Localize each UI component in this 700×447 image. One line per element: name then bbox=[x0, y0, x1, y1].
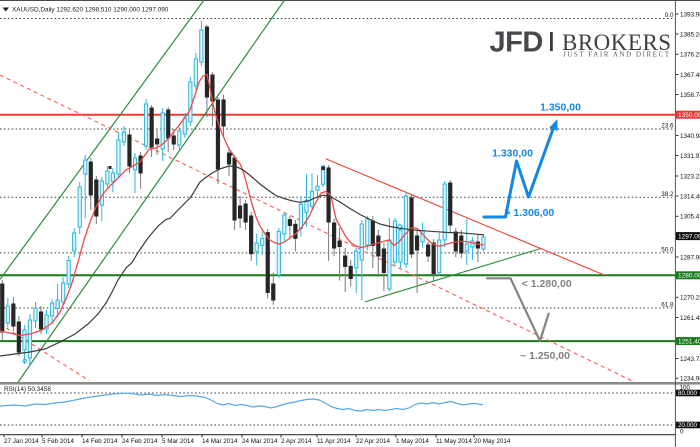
svg-text:2 Apr 2014: 2 Apr 2014 bbox=[281, 438, 312, 445]
svg-text:11 May 2014: 11 May 2014 bbox=[436, 438, 472, 445]
svg-text:BROKERS: BROKERS bbox=[562, 30, 672, 55]
svg-text:11 Apr 2014: 11 Apr 2014 bbox=[317, 438, 351, 445]
svg-text:14 Mar 2014: 14 Mar 2014 bbox=[202, 438, 238, 445]
svg-text:1358.74: 1358.74 bbox=[680, 92, 700, 99]
svg-text:1376.23: 1376.23 bbox=[680, 52, 700, 59]
svg-text:24 Feb 2014: 24 Feb 2014 bbox=[122, 438, 158, 445]
svg-text:1.350,00: 1.350,00 bbox=[540, 102, 581, 114]
svg-text:XAUUSD,Daily 1292.620 1298.51: XAUUSD,Daily 1292.620 1298.510 1290.000 … bbox=[12, 7, 169, 14]
svg-text:1234.98: 1234.98 bbox=[680, 376, 700, 383]
svg-text:JUST FAIR AND DIRECT: JUST FAIR AND DIRECT bbox=[563, 50, 671, 58]
svg-text:22 Apr 2014: 22 Apr 2014 bbox=[356, 438, 390, 445]
svg-text:1323.23: 1323.23 bbox=[680, 173, 700, 180]
svg-text:1305.47: 1305.47 bbox=[680, 214, 700, 221]
svg-text:~ 1.250,00: ~ 1.250,00 bbox=[520, 350, 570, 362]
svg-text:1331.97: 1331.97 bbox=[680, 153, 700, 160]
svg-text:38.2: 38.2 bbox=[661, 191, 674, 198]
svg-text:100: 100 bbox=[680, 385, 691, 392]
svg-text:1270.23: 1270.23 bbox=[680, 295, 700, 302]
svg-text:50.0: 50.0 bbox=[661, 246, 674, 253]
svg-text:1243.73: 1243.73 bbox=[680, 356, 700, 363]
svg-text:0: 0 bbox=[680, 429, 684, 436]
svg-text:1393.98: 1393.98 bbox=[680, 11, 700, 18]
svg-text:1385.24: 1385.24 bbox=[680, 31, 700, 38]
svg-text:20 May 2014: 20 May 2014 bbox=[474, 438, 511, 445]
svg-text:1261.48: 1261.48 bbox=[680, 315, 700, 322]
svg-text:5 Mar 2014: 5 Mar 2014 bbox=[162, 438, 194, 445]
svg-text:5 Feb 2014: 5 Feb 2014 bbox=[42, 438, 74, 445]
svg-text:1350.00: 1350.00 bbox=[678, 112, 700, 119]
svg-text:1340.98: 1340.98 bbox=[680, 133, 700, 140]
svg-text:RSI(14) 50.3458: RSI(14) 50.3458 bbox=[4, 386, 51, 393]
svg-text:24 Mar 2014: 24 Mar 2014 bbox=[242, 438, 278, 445]
svg-text:23.6: 23.6 bbox=[661, 123, 674, 130]
svg-text:61.8: 61.8 bbox=[661, 302, 674, 309]
svg-text:80.000: 80.000 bbox=[678, 390, 697, 397]
svg-text:20.000: 20.000 bbox=[678, 422, 697, 429]
svg-text:JFD: JFD bbox=[490, 27, 543, 59]
svg-text:14 Feb 2014: 14 Feb 2014 bbox=[82, 438, 118, 445]
svg-text:1251.40: 1251.40 bbox=[678, 338, 700, 345]
svg-text:1 May 2014: 1 May 2014 bbox=[396, 438, 429, 445]
svg-text:1280.00: 1280.00 bbox=[678, 273, 700, 280]
svg-text:0.0: 0.0 bbox=[665, 12, 674, 19]
svg-text:1.330,00: 1.330,00 bbox=[492, 148, 533, 160]
svg-text:1367.48: 1367.48 bbox=[680, 72, 700, 79]
svg-text:1297.09: 1297.09 bbox=[678, 233, 700, 240]
svg-text:< 1.280,00: < 1.280,00 bbox=[522, 278, 572, 290]
svg-text:27 Jan 2014: 27 Jan 2014 bbox=[4, 438, 39, 445]
svg-text:1287.98: 1287.98 bbox=[680, 254, 700, 261]
svg-text:1314.48: 1314.48 bbox=[680, 193, 700, 200]
svg-text:> 1.306,00: > 1.306,00 bbox=[504, 207, 554, 219]
